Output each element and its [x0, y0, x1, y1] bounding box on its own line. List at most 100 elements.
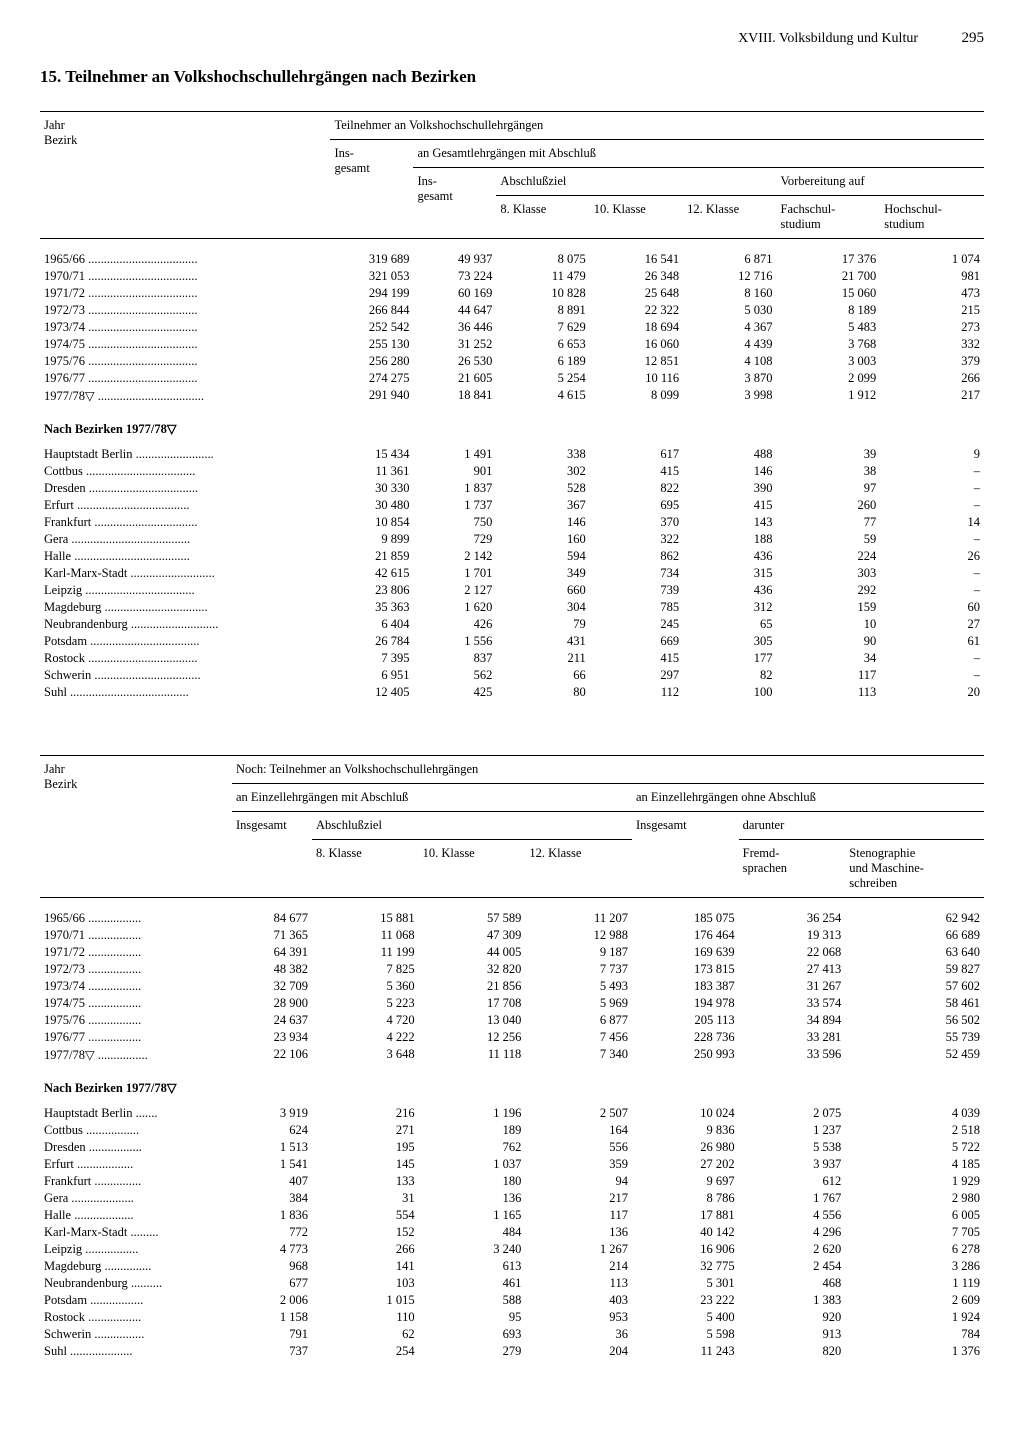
table-row: 1971/72 .................64 39111 19944 … — [40, 944, 984, 961]
cell: 669 — [590, 633, 683, 650]
cell: 23 934 — [232, 1029, 312, 1046]
cell: 32 820 — [419, 961, 526, 978]
table-row: 1972/73 .................48 3827 82532 8… — [40, 961, 984, 978]
cell: 145 — [312, 1156, 419, 1173]
cell: 64 391 — [232, 944, 312, 961]
cell: 1 767 — [739, 1190, 846, 1207]
cell: 33 574 — [739, 995, 846, 1012]
row-label: 1976/77 ................................… — [40, 370, 330, 387]
cell: 390 — [683, 480, 776, 497]
cell: 436 — [683, 582, 776, 599]
cell: 73 224 — [413, 268, 496, 285]
cell: 12 405 — [330, 684, 413, 701]
cell: 273 — [880, 319, 984, 336]
cell: 15 060 — [777, 285, 881, 302]
table-row: Neubrandenburg .........................… — [40, 616, 984, 633]
t2-k8: 8. Klasse — [312, 840, 419, 898]
cell: 473 — [880, 285, 984, 302]
cell: 11 361 — [330, 463, 413, 480]
cell: 302 — [496, 463, 589, 480]
cell: 15 434 — [330, 446, 413, 463]
cell: 6 005 — [845, 1207, 984, 1224]
row-label: Potsdam ................................… — [40, 633, 330, 650]
cell: 57 602 — [845, 978, 984, 995]
page-number: 295 — [962, 30, 985, 47]
table-row: Halle ..................................… — [40, 548, 984, 565]
cell: 26 980 — [632, 1139, 739, 1156]
row-label: Erfurt .................. — [40, 1156, 232, 1173]
cell: 224 — [777, 548, 881, 565]
table-row: Magdeburg ..............................… — [40, 599, 984, 616]
cell: 8 160 — [683, 285, 776, 302]
cell: 19 313 — [739, 927, 846, 944]
cell: 332 — [880, 336, 984, 353]
cell: 177 — [683, 650, 776, 667]
cell: 2 075 — [739, 1105, 846, 1122]
row-label: 1971/72 ................................… — [40, 285, 330, 302]
table-row: Leipzig .................4 7732663 2401 … — [40, 1241, 984, 1258]
cell: 4 108 — [683, 353, 776, 370]
cell: – — [880, 582, 984, 599]
cell: 5 483 — [777, 319, 881, 336]
cell: 133 — [312, 1173, 419, 1190]
row-label: 1970/71 ................................… — [40, 268, 330, 285]
table-row: 1977/78▽ ................22 1063 64811 1… — [40, 1046, 984, 1064]
cell: 3 870 — [683, 370, 776, 387]
cell: 1 837 — [413, 480, 496, 497]
t1-fach: Fachschul- studium — [777, 196, 881, 239]
table-row: 1975/76 ................................… — [40, 353, 984, 370]
cell: 304 — [496, 599, 589, 616]
cell: 734 — [590, 565, 683, 582]
cell: 15 881 — [312, 910, 419, 927]
cell: 95 — [419, 1309, 526, 1326]
cell: 90 — [777, 633, 881, 650]
cell: 159 — [777, 599, 881, 616]
row-label: 1975/76 ................. — [40, 1012, 232, 1029]
cell: 7 340 — [525, 1046, 632, 1064]
cell: 822 — [590, 480, 683, 497]
t1-hoch: Hochschul- studium — [880, 196, 984, 239]
table-row: 1976/77 ................................… — [40, 370, 984, 387]
cell: 920 — [739, 1309, 846, 1326]
cell: 729 — [413, 531, 496, 548]
row-label: 1976/77 ................. — [40, 1029, 232, 1046]
row-label: Rostock ................................… — [40, 650, 330, 667]
cell: 617 — [590, 446, 683, 463]
cell: 35 363 — [330, 599, 413, 616]
cell: 426 — [413, 616, 496, 633]
cell: 370 — [590, 514, 683, 531]
cell: 24 637 — [232, 1012, 312, 1029]
cell: 228 736 — [632, 1029, 739, 1046]
table-row: Gera ...................................… — [40, 531, 984, 548]
table-row: Hauptstadt Berlin .......3 9192161 1962 … — [40, 1105, 984, 1122]
row-label: Schwerin ................ — [40, 1326, 232, 1343]
cell: 255 130 — [330, 336, 413, 353]
table-row: Dresden ................................… — [40, 480, 984, 497]
cell: 1 237 — [739, 1122, 846, 1139]
cell: 12 716 — [683, 268, 776, 285]
table-row: Frankfurt ..............................… — [40, 514, 984, 531]
cell: 322 — [590, 531, 683, 548]
table-row: 1976/77 .................23 9344 22212 2… — [40, 1029, 984, 1046]
cell: 913 — [739, 1326, 846, 1343]
cell: 4 556 — [739, 1207, 846, 1224]
cell: 38 — [777, 463, 881, 480]
table-row: 1974/75 ................................… — [40, 336, 984, 353]
row-label: Potsdam ................. — [40, 1292, 232, 1309]
cell: 117 — [777, 667, 881, 684]
row-label: Magdeburg ..............................… — [40, 599, 330, 616]
chapter-label: XVIII. Volksbildung und Kultur — [738, 31, 918, 46]
cell: 528 — [496, 480, 589, 497]
table-row: Schwerin ................79162693365 598… — [40, 1326, 984, 1343]
t1-span-abschlussziel: Abschlußziel — [496, 168, 776, 196]
cell: – — [880, 463, 984, 480]
cell: 52 459 — [845, 1046, 984, 1064]
cell: 5 400 — [632, 1309, 739, 1326]
cell: 338 — [496, 446, 589, 463]
cell: 211 — [496, 650, 589, 667]
t2-fremd: Fremd- sprachen — [739, 840, 846, 898]
row-label: 1972/73 ................. — [40, 961, 232, 978]
cell: 403 — [525, 1292, 632, 1309]
cell: 415 — [590, 463, 683, 480]
row-label: Gera ...................................… — [40, 531, 330, 548]
